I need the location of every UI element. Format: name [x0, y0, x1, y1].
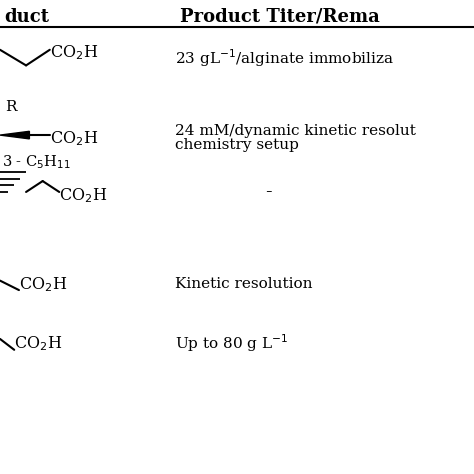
Text: Product Titer/Rema: Product Titer/Rema — [180, 8, 380, 26]
Text: CO$_2$H: CO$_2$H — [19, 275, 67, 294]
Text: duct: duct — [5, 8, 50, 26]
Text: CO$_2$H: CO$_2$H — [50, 44, 98, 63]
Text: 24 mM/dynamic kinetic resolut: 24 mM/dynamic kinetic resolut — [175, 124, 416, 138]
Text: -: - — [265, 183, 272, 201]
Text: Kinetic resolution: Kinetic resolution — [175, 277, 313, 292]
Text: R: R — [5, 100, 16, 114]
Text: CO$_2$H: CO$_2$H — [59, 186, 108, 205]
Text: 3 - C$_5$H$_{11}$: 3 - C$_5$H$_{11}$ — [2, 153, 71, 171]
Text: CO$_2$H: CO$_2$H — [14, 334, 63, 353]
Text: chemistry setup: chemistry setup — [175, 138, 299, 152]
Text: CO$_2$H: CO$_2$H — [50, 129, 98, 148]
Text: Up to 80 g L$^{-1}$: Up to 80 g L$^{-1}$ — [175, 333, 289, 355]
Polygon shape — [0, 131, 29, 139]
Text: 23 gL$^{-1}$/alginate immobiliza: 23 gL$^{-1}$/alginate immobiliza — [175, 47, 394, 69]
